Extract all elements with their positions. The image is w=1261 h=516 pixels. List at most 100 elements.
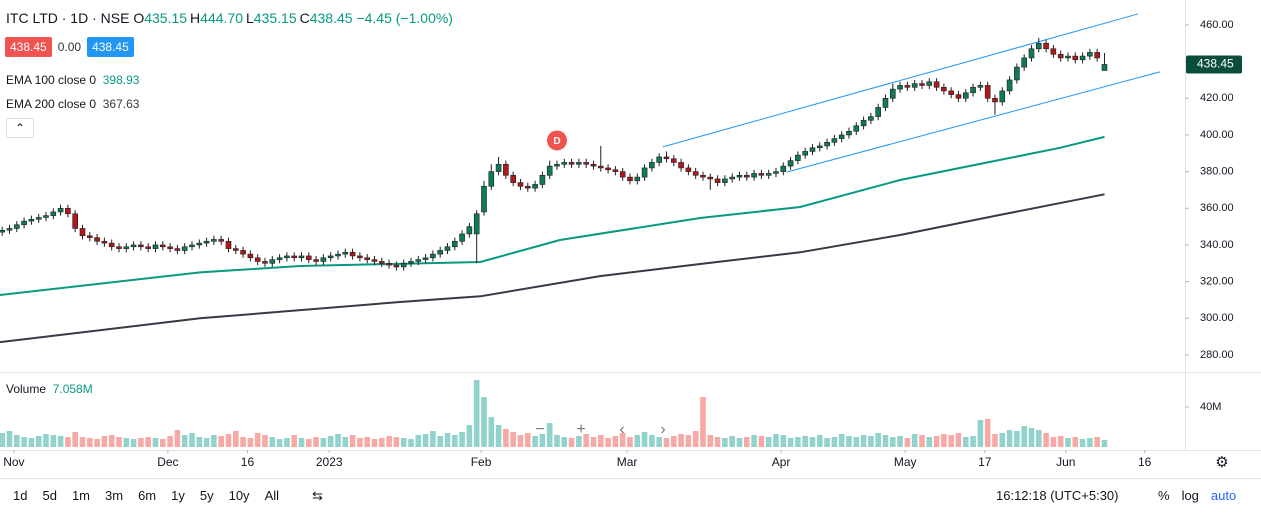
volume-bar bbox=[57, 436, 64, 447]
volume-bar bbox=[349, 435, 356, 447]
sell-button[interactable]: 438.45 bbox=[5, 37, 52, 57]
range-button[interactable]: 10y bbox=[228, 488, 250, 503]
volume-bar bbox=[276, 439, 283, 447]
range-bar: 1d 5d 1m 3m 6m 1y 5y 10y All bbox=[13, 488, 294, 503]
volume-bar bbox=[298, 438, 305, 447]
volume-bar bbox=[72, 432, 78, 447]
nav-icon[interactable]: ‹ bbox=[619, 421, 624, 438]
volume-bar bbox=[269, 437, 276, 447]
candle-body bbox=[400, 262, 407, 268]
candle-body bbox=[758, 173, 765, 176]
volume-bar bbox=[451, 435, 458, 447]
range-button[interactable]: 5y bbox=[199, 488, 214, 503]
candle-body bbox=[955, 94, 962, 99]
range-button[interactable]: All bbox=[264, 488, 280, 503]
x-tick-label: Feb bbox=[471, 455, 492, 469]
range-button[interactable]: 1d bbox=[13, 488, 28, 503]
volume-tick-label: 40M bbox=[1200, 401, 1221, 413]
candle-body bbox=[130, 244, 137, 248]
volume-bar bbox=[1014, 431, 1020, 447]
volume-bar bbox=[130, 439, 137, 447]
range-button[interactable]: 1m bbox=[71, 488, 90, 503]
candle-body bbox=[79, 228, 86, 237]
candle-body bbox=[568, 162, 575, 165]
volume-bar bbox=[714, 437, 721, 447]
candle-body bbox=[1006, 79, 1013, 92]
volume-bar bbox=[371, 439, 378, 447]
y-tick-label: 280.00 bbox=[1200, 349, 1234, 361]
nav-icon[interactable]: − bbox=[535, 421, 544, 438]
legend-value: 367.63 bbox=[102, 97, 140, 111]
candle-body bbox=[305, 255, 312, 260]
candle-body bbox=[167, 246, 173, 249]
candle-body bbox=[1079, 55, 1086, 61]
option-button[interactable]: % bbox=[1158, 488, 1170, 503]
volume-bar bbox=[955, 433, 962, 447]
nav-icon[interactable]: › bbox=[660, 421, 665, 438]
option-button[interactable]: log bbox=[1181, 488, 1199, 503]
volume-bar bbox=[999, 433, 1006, 447]
range-button[interactable]: 3m bbox=[105, 488, 124, 503]
volume-bar bbox=[663, 438, 670, 447]
volume-bar bbox=[1035, 430, 1042, 447]
ohlc-key: H bbox=[190, 10, 201, 26]
candle-body bbox=[773, 171, 779, 174]
ohlc: O435.15 H444.70 L435.15 C438.45 bbox=[133, 10, 352, 26]
volume-bar bbox=[780, 435, 787, 447]
legend-entry: EMA 100 close 0 398.93 bbox=[6, 68, 139, 92]
candle-body bbox=[203, 240, 210, 244]
candle-body bbox=[714, 178, 721, 183]
volume-bar bbox=[619, 433, 626, 447]
compare-icon[interactable]: ⇆ bbox=[312, 488, 323, 503]
candle-body bbox=[999, 90, 1006, 103]
range-button[interactable]: 1y bbox=[171, 488, 185, 503]
candle-body bbox=[707, 176, 714, 180]
candle-body bbox=[65, 207, 71, 215]
legend-entry: EMA 200 close 0 367.63 bbox=[6, 92, 139, 116]
volume-bar bbox=[1072, 437, 1079, 447]
volume-bar bbox=[962, 437, 969, 447]
volume-bar bbox=[65, 437, 71, 447]
y-tick-label: 340.00 bbox=[1200, 239, 1234, 251]
candle-body bbox=[795, 154, 801, 161]
range-button[interactable]: 6m bbox=[138, 488, 157, 503]
volume-bar bbox=[459, 432, 465, 447]
candle-body bbox=[6, 228, 13, 231]
volume-bar bbox=[773, 434, 779, 447]
volume-bar bbox=[700, 397, 706, 447]
volume-name: Volume bbox=[6, 382, 47, 396]
candle-body bbox=[138, 244, 144, 248]
candle-body bbox=[634, 176, 641, 182]
candle-body bbox=[50, 211, 57, 216]
candle-body bbox=[736, 174, 743, 178]
y-tick-label: 460.00 bbox=[1200, 19, 1234, 31]
candle-body bbox=[335, 253, 341, 257]
volume-bar bbox=[152, 438, 159, 447]
volume-bar bbox=[649, 435, 655, 447]
volume-bar bbox=[357, 438, 363, 447]
candle-body bbox=[590, 163, 597, 167]
candle-body bbox=[21, 220, 27, 226]
candle-body bbox=[524, 185, 531, 189]
volume-bar bbox=[211, 435, 217, 447]
volume-bar bbox=[605, 438, 611, 447]
collapse-button[interactable]: ⌃ bbox=[6, 118, 34, 138]
candle-body bbox=[43, 215, 49, 218]
range-button[interactable]: 5d bbox=[42, 488, 57, 503]
buy-button[interactable]: 438.45 bbox=[87, 37, 134, 57]
event-label: D bbox=[553, 136, 560, 147]
volume-bar bbox=[561, 437, 568, 447]
y-tick-label: 420.00 bbox=[1200, 92, 1234, 104]
candle-body bbox=[882, 97, 889, 108]
volume-bar bbox=[495, 425, 502, 447]
volume-bar bbox=[1021, 426, 1027, 447]
candle-body bbox=[1065, 55, 1071, 59]
candle-body bbox=[897, 85, 903, 90]
option-button[interactable]: auto bbox=[1210, 488, 1237, 503]
candle-body bbox=[583, 162, 589, 165]
volume-bar bbox=[758, 436, 765, 447]
volume-bar bbox=[787, 438, 794, 447]
candle-body bbox=[780, 165, 787, 172]
candle-body bbox=[941, 86, 947, 92]
nav-icon[interactable]: + bbox=[576, 421, 585, 438]
